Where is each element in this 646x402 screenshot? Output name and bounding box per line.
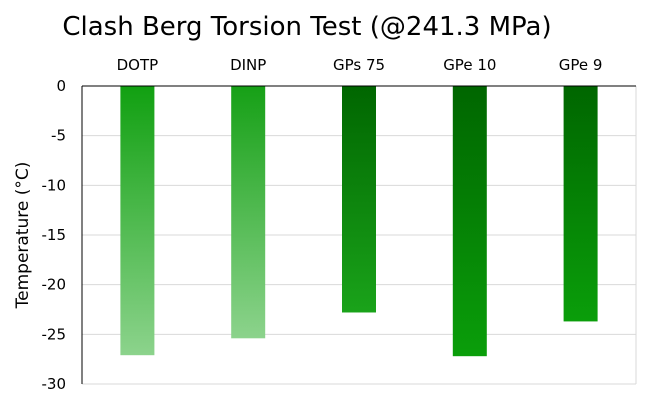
chart-title: Clash Berg Torsion Test (@241.3 MPa) — [62, 12, 551, 42]
bars — [120, 86, 598, 357]
axes — [81, 85, 636, 384]
y-tick-label: -5 — [51, 127, 66, 145]
y-tick-label: -30 — [42, 375, 67, 393]
y-tick-labels: 0 -5 -10 -15 -20 -25 -30 — [42, 77, 67, 393]
y-tick-label: -20 — [42, 276, 67, 294]
bar-dinp — [231, 86, 266, 339]
category-labels: DOTP DINP GPs 75 GPe 10 GPe 9 — [117, 56, 603, 74]
bar-dotp — [120, 86, 155, 356]
bar-gps-75 — [342, 86, 376, 313]
y-tick-label: -25 — [42, 325, 67, 343]
category-label: GPe 9 — [559, 56, 603, 74]
bar-gpe-10 — [452, 86, 487, 357]
bar-gpe-9 — [563, 86, 598, 322]
category-label: GPs 75 — [333, 56, 385, 74]
category-label: DOTP — [117, 56, 159, 74]
y-tick-label: -15 — [42, 226, 67, 244]
y-tick-label: 0 — [56, 77, 66, 95]
y-tick-label: -10 — [42, 176, 67, 194]
category-label: DINP — [230, 56, 266, 74]
category-label: GPe 10 — [443, 56, 496, 74]
y-axis-title: Temperature (°C) — [13, 162, 33, 310]
